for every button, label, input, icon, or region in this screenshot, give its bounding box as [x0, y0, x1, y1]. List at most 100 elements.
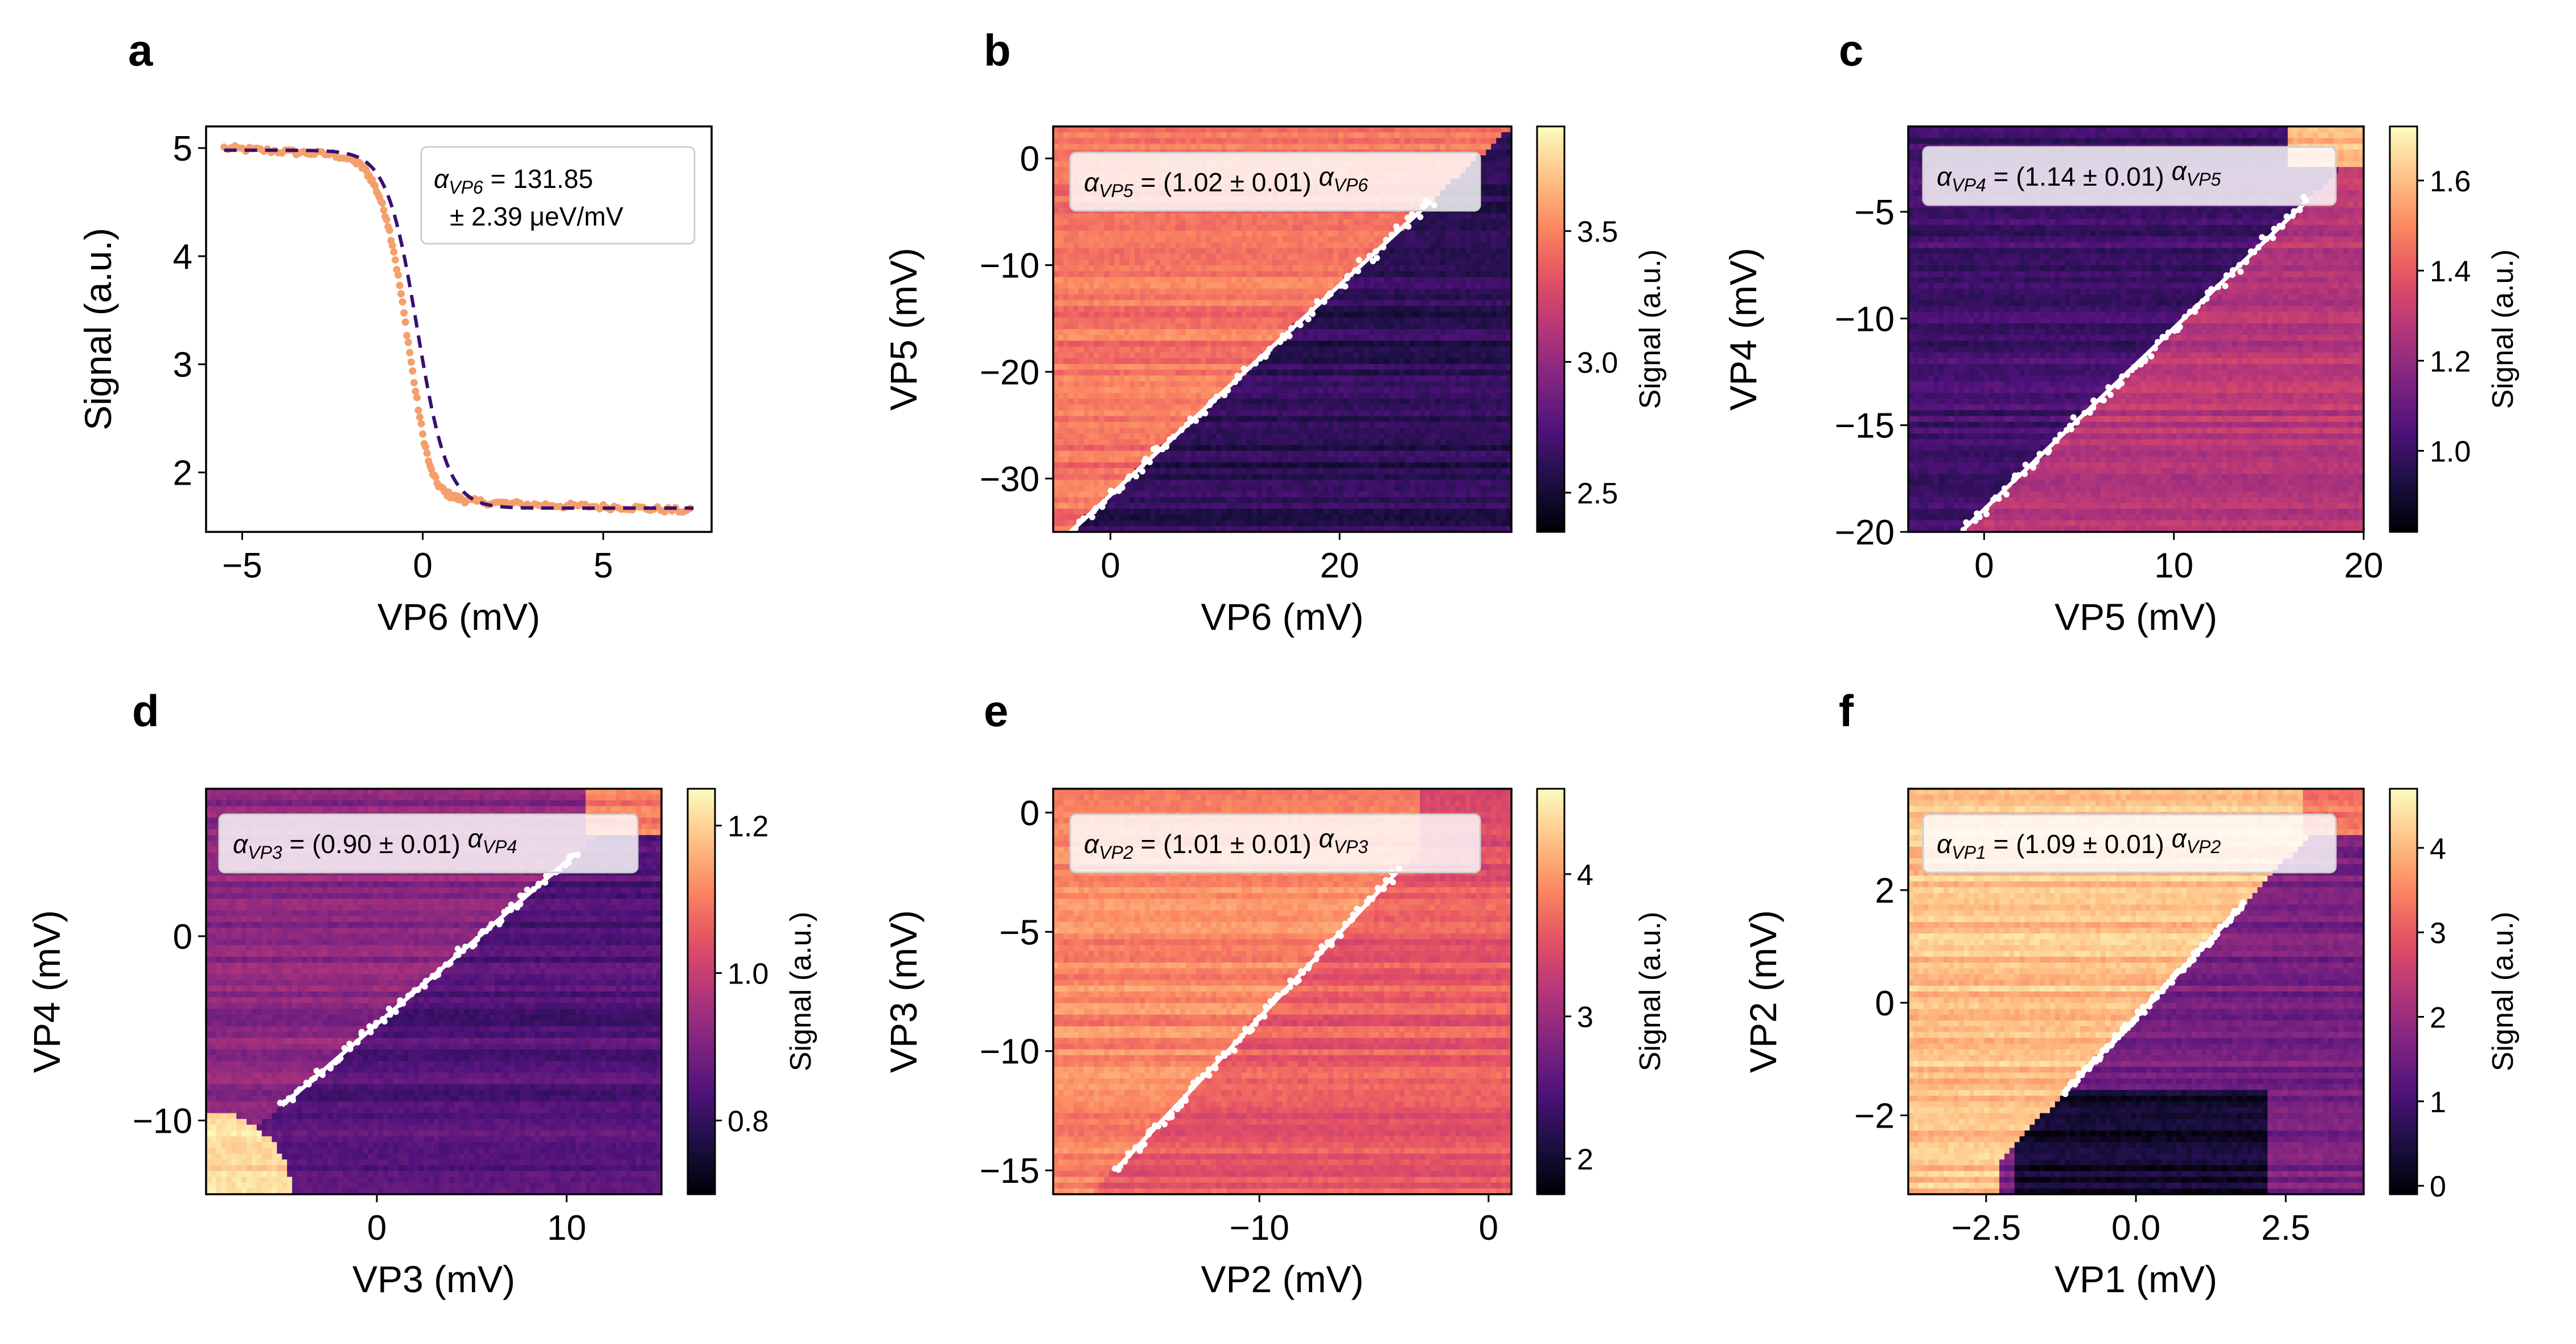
heatmap-cell — [1399, 341, 1405, 347]
heatmap-cell — [1175, 341, 1181, 347]
heatmap-cell — [1053, 265, 1059, 272]
heatmap-cell — [1277, 288, 1283, 295]
heatmap-cell — [1384, 370, 1390, 376]
heatmap-cell — [1206, 416, 1211, 423]
heatmap-cell — [1308, 259, 1313, 266]
heatmap-cell — [1104, 416, 1110, 423]
heatmap-cell — [1119, 253, 1125, 260]
heatmap-cell — [1165, 219, 1171, 226]
heatmap-cell — [1424, 288, 1431, 295]
heatmap-cell — [1251, 242, 1258, 249]
heatmap-cell — [1363, 265, 1370, 272]
heatmap-cell — [1338, 312, 1344, 318]
heatmap-cell — [1185, 277, 1192, 284]
heatmap-cell — [1501, 416, 1507, 423]
heatmap-cell — [1094, 265, 1100, 272]
heatmap-cell — [1394, 399, 1400, 405]
heatmap-cell — [1267, 224, 1273, 231]
heatmap-cell — [1496, 207, 1502, 214]
heatmap-cell — [1068, 149, 1074, 156]
heatmap-cell — [1140, 335, 1145, 341]
heatmap-cell — [1308, 427, 1313, 434]
heatmap-cell — [1078, 427, 1084, 434]
heatmap-cell — [1058, 196, 1064, 202]
heatmap-cell — [1119, 213, 1125, 220]
heatmap-cell — [1363, 144, 1370, 150]
heatmap-cell — [1231, 253, 1237, 260]
heatmap-cell — [1226, 282, 1232, 289]
heatmap-cell — [1053, 323, 1059, 330]
heatmap-cell — [1369, 341, 1375, 347]
heatmap-cell — [1114, 236, 1120, 243]
heatmap-cell — [1145, 236, 1151, 243]
heatmap-cell — [1256, 219, 1263, 226]
heatmap-cell — [1109, 259, 1115, 266]
heatmap-cell — [1201, 312, 1206, 318]
heatmap-cell — [1129, 219, 1135, 226]
heatmap-cell — [1384, 306, 1390, 313]
heatmap-cell — [1201, 259, 1206, 266]
heatmap-cell — [1119, 271, 1125, 278]
heatmap-cell — [1313, 341, 1318, 347]
heatmap-cell — [1180, 236, 1186, 243]
heatmap-cell — [1369, 352, 1375, 359]
heatmap-cell — [1099, 259, 1105, 266]
heatmap-cell — [1333, 358, 1339, 364]
heatmap-cell — [1053, 416, 1059, 423]
heatmap-cell — [1333, 265, 1339, 272]
heatmap-cell — [1476, 381, 1481, 388]
heatmap-cell — [1104, 404, 1110, 411]
heatmap-cell — [1420, 364, 1425, 370]
heatmap-cell — [1410, 259, 1415, 266]
heatmap-cell — [1083, 259, 1090, 266]
heatmap-cell — [1333, 242, 1339, 249]
heatmap-cell — [1328, 231, 1334, 237]
heatmap-cell — [1501, 404, 1507, 411]
heatmap-cell — [1287, 138, 1293, 145]
heatmap-cell — [1256, 231, 1263, 237]
heatmap-cell — [1481, 288, 1486, 295]
heatmap-cell — [1440, 213, 1446, 220]
heatmap-cell — [1374, 144, 1380, 150]
heatmap-cell — [1078, 294, 1084, 301]
heatmap-cell — [1124, 259, 1130, 266]
heatmap-cell — [1303, 381, 1308, 388]
heatmap-cell — [1124, 144, 1130, 150]
heatmap-cell — [1170, 317, 1176, 324]
heatmap-cell — [1424, 410, 1431, 417]
heatmap-cell — [1338, 126, 1344, 133]
heatmap-cell — [1083, 346, 1090, 353]
heatmap-cell — [1175, 358, 1181, 364]
heatmap-cell — [1486, 202, 1492, 208]
heatmap-cell — [1303, 427, 1308, 434]
heatmap-cell — [1348, 323, 1354, 330]
heatmap-cell — [1415, 399, 1420, 405]
heatmap-cell — [1318, 231, 1324, 237]
heatmap-cell — [1119, 421, 1125, 428]
heatmap-cell — [1083, 335, 1090, 341]
heatmap-cell — [1491, 421, 1497, 428]
heatmap-cell — [1119, 312, 1125, 318]
heatmap-cell — [1165, 381, 1171, 388]
heatmap-cell — [1435, 404, 1441, 411]
heatmap-cell — [1104, 346, 1110, 353]
heatmap-cell — [1506, 207, 1511, 214]
heatmap-cell — [1058, 138, 1064, 145]
heatmap-cell — [1308, 329, 1313, 335]
heatmap-cell — [1313, 231, 1318, 237]
heatmap-cell — [1399, 213, 1405, 220]
heatmap-cell — [1374, 213, 1380, 220]
heatmap-cell — [1399, 404, 1405, 411]
heatmap-cell — [1063, 410, 1069, 417]
heatmap-cell — [1389, 416, 1395, 423]
heatmap-cell — [1287, 392, 1293, 399]
heatmap-cell — [1119, 126, 1125, 133]
heatmap-cell — [1246, 242, 1252, 249]
heatmap-cell — [1088, 375, 1095, 382]
heatmap-cell — [1394, 317, 1400, 324]
heatmap-cell — [1104, 323, 1110, 330]
heatmap-cell — [1088, 381, 1095, 388]
heatmap-cell — [1201, 335, 1206, 341]
heatmap-cell — [1053, 277, 1059, 284]
heatmap-cell — [1145, 323, 1151, 330]
